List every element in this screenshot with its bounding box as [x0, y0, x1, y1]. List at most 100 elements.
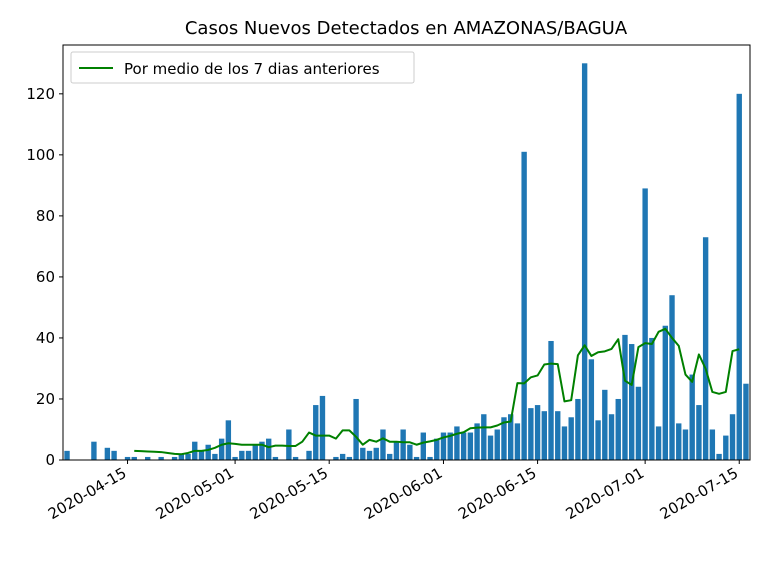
x-tick-label: 2020-06-01: [361, 464, 446, 523]
bar: [64, 450, 70, 460]
bar: [353, 398, 359, 460]
legend-box: [70, 51, 415, 84]
x-tick-label: 2020-07-01: [563, 464, 648, 523]
bar: [595, 420, 601, 460]
bar: [629, 344, 635, 460]
bar: [272, 456, 279, 460]
bar-series: [64, 63, 749, 461]
bar: [514, 423, 521, 460]
bar: [454, 426, 460, 460]
bar: [676, 423, 682, 460]
bar: [373, 447, 379, 460]
plot-frame: [62, 44, 751, 461]
y-tick-label: 20: [36, 390, 55, 408]
bar: [521, 151, 527, 461]
x-tick-label: 2020-07-15: [657, 464, 742, 523]
bar: [588, 359, 595, 460]
bar: [736, 93, 742, 460]
bar: [245, 450, 252, 460]
bar: [487, 435, 494, 460]
bar: [400, 429, 406, 460]
bar: [460, 432, 467, 460]
bar: [723, 435, 729, 460]
bar: [360, 447, 366, 460]
bar: [534, 405, 541, 460]
bar: [145, 456, 151, 460]
bar: [286, 429, 292, 460]
bar: [548, 340, 554, 460]
chart-title: Casos Nuevos Detectados en AMAZONAS/BAGU…: [185, 18, 628, 39]
bar: [447, 432, 453, 460]
bar: [642, 188, 648, 460]
x-tick-label: 2020-05-15: [247, 464, 332, 523]
bar: [171, 456, 178, 460]
x-tick-label: 2020-06-15: [455, 464, 540, 523]
bar: [608, 414, 615, 460]
bar: [689, 374, 695, 460]
bar: [481, 414, 487, 460]
bar: [252, 444, 258, 460]
bar: [440, 432, 447, 460]
bar: [467, 432, 474, 460]
bar: [131, 456, 137, 460]
moving-average-line: [134, 327, 740, 456]
bar: [702, 237, 709, 460]
bar: [259, 441, 265, 460]
bar: [266, 438, 272, 460]
x-tick-label: 2020-04-15: [45, 464, 130, 523]
bar: [333, 456, 339, 460]
bar: [709, 429, 716, 460]
bar: [91, 441, 97, 460]
bar: [292, 456, 299, 460]
bar: [346, 456, 353, 460]
bar: [602, 389, 608, 460]
bar: [178, 453, 184, 460]
bar: [339, 453, 346, 460]
bar: [434, 438, 440, 460]
bar: [393, 441, 400, 460]
bar: [743, 383, 749, 460]
bar: [615, 398, 621, 460]
bar: [218, 438, 225, 460]
bar: [541, 411, 547, 460]
bar: [232, 456, 238, 460]
bar: [494, 429, 500, 460]
x-tick-label: 2020-05-01: [153, 464, 238, 523]
bar: [239, 450, 245, 460]
bar: [682, 429, 689, 460]
bar: [185, 453, 191, 460]
bar: [111, 450, 117, 460]
bar: [635, 386, 642, 460]
bar: [306, 450, 312, 460]
bar: [198, 450, 205, 460]
bar: [568, 417, 574, 460]
bar: [561, 426, 568, 460]
bar: [508, 414, 514, 460]
bar: [104, 447, 111, 460]
bar: [387, 453, 393, 460]
legend: Por medio de los 7 dias anteriores: [70, 51, 415, 84]
bar: [729, 414, 736, 460]
y-tick-label: 60: [36, 268, 55, 286]
bar: [225, 420, 232, 460]
y-tick-label: 120: [26, 85, 55, 103]
bar: [696, 405, 702, 460]
bar: [669, 295, 675, 460]
bar: [212, 453, 218, 460]
y-tick-label: 80: [36, 207, 55, 225]
bar: [380, 429, 386, 460]
bar: [622, 334, 628, 460]
bar: [319, 395, 326, 460]
bar: [716, 453, 722, 460]
bar: [205, 444, 211, 460]
bar: [501, 417, 507, 460]
bar: [313, 405, 319, 460]
moving-average-series: [134, 327, 740, 456]
bar: [575, 398, 581, 460]
bar: [474, 423, 480, 460]
bar: [407, 444, 413, 460]
y-tick-label: 0: [45, 451, 55, 469]
bar: [662, 325, 668, 460]
bar: [124, 456, 131, 460]
